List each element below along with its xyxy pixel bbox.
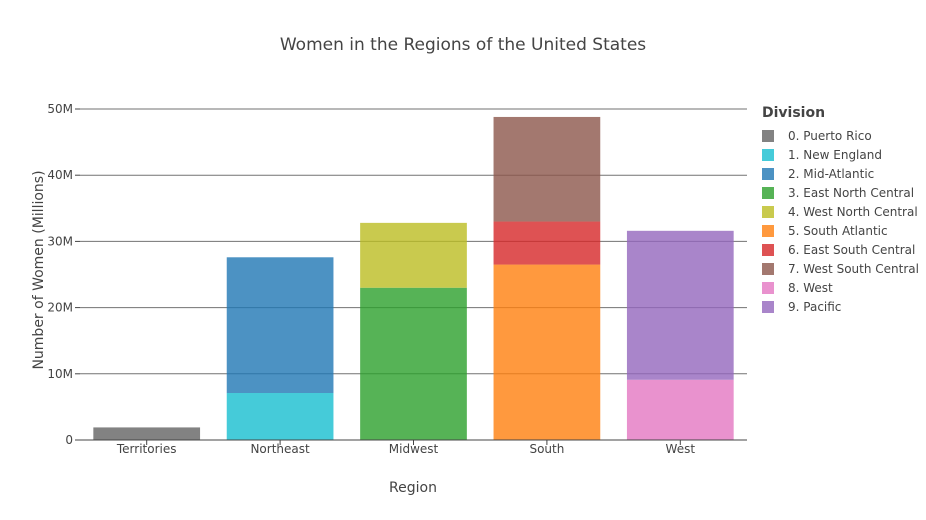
legend-label: 1. New England: [788, 148, 882, 162]
legend-label: 2. Mid-Atlantic: [788, 167, 874, 181]
legend-item[interactable]: 8. West: [762, 281, 833, 295]
y-tick-label: 40M: [47, 168, 73, 182]
legend-title: Division: [762, 105, 825, 121]
chart-title: Women in the Regions of the United State…: [280, 35, 646, 55]
legend-item[interactable]: 7. West South Central: [762, 262, 919, 276]
x-tick-label: Northeast: [250, 442, 310, 456]
x-axis-label: Region: [389, 480, 437, 496]
legend-swatch: [762, 149, 774, 161]
legend-swatch: [762, 244, 774, 256]
y-tick-label: 10M: [47, 367, 73, 381]
legend: Division 0. Puerto Rico 1. New England 2. …: [762, 105, 919, 314]
legend-swatch: [762, 225, 774, 237]
legend-label: 4. West North Central: [788, 205, 918, 219]
y-axis-label: Number of Women (Millions): [31, 170, 47, 369]
legend-label: 0. Puerto Rico: [788, 129, 872, 143]
legend-item[interactable]: 3. East North Central: [762, 186, 914, 200]
legend-item[interactable]: 1. New England: [762, 148, 882, 162]
legend-label: 5. South Atlantic: [788, 224, 888, 238]
legend-label: 8. West: [788, 281, 833, 295]
legend-item[interactable]: 0. Puerto Rico: [762, 129, 872, 143]
bar-segment: [226, 257, 334, 393]
bar-segment: [626, 379, 734, 440]
legend-swatch: [762, 206, 774, 218]
bar-segment: [493, 116, 601, 222]
x-axis-ticks: Territories Northeast Midwest South West: [116, 440, 695, 456]
y-tick-label: 0: [65, 433, 73, 447]
legend-swatch: [762, 301, 774, 313]
legend-swatch: [762, 263, 774, 275]
legend-swatch: [762, 187, 774, 199]
legend-item[interactable]: 9. Pacific: [762, 300, 841, 314]
bar-segment: [626, 230, 734, 380]
legend-label: 9. Pacific: [788, 300, 841, 314]
bar-segment: [360, 287, 467, 440]
y-tick-label: 50M: [47, 102, 73, 116]
bars: [93, 116, 734, 440]
legend-label: 6. East South Central: [788, 243, 915, 257]
legend-item[interactable]: 5. South Atlantic: [762, 224, 888, 238]
legend-swatch: [762, 168, 774, 180]
x-tick-label: West: [666, 442, 696, 456]
x-tick-label: Midwest: [389, 442, 439, 456]
legend-label: 7. West South Central: [788, 262, 919, 276]
y-axis-ticks: 0 10M 20M 30M 40M 50M: [47, 102, 80, 447]
legend-swatch: [762, 282, 774, 294]
legend-label: 3. East North Central: [788, 186, 914, 200]
legend-item[interactable]: 6. East South Central: [762, 243, 915, 257]
bar-segment: [493, 264, 601, 440]
bar-segment: [493, 221, 601, 265]
legend-swatch: [762, 130, 774, 142]
legend-item[interactable]: 2. Mid-Atlantic: [762, 167, 874, 181]
y-tick-label: 20M: [47, 301, 73, 315]
x-tick-label: South: [529, 442, 564, 456]
legend-item[interactable]: 4. West North Central: [762, 205, 918, 219]
bar-segment: [360, 222, 467, 288]
y-tick-label: 30M: [47, 234, 73, 248]
bar-segment: [93, 427, 201, 440]
bar-segment: [226, 392, 334, 440]
x-tick-label: Territories: [116, 442, 177, 456]
